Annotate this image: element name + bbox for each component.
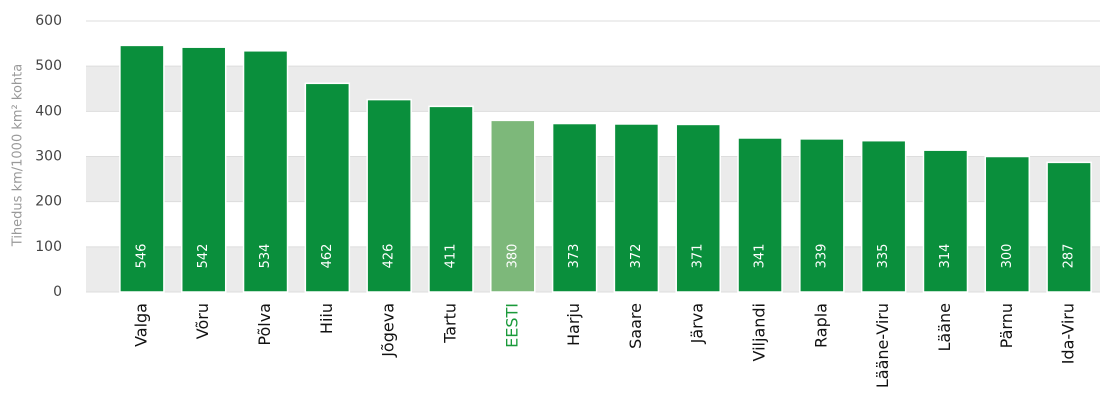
value-label: 372	[629, 244, 644, 269]
value-label: 371	[691, 244, 706, 269]
y-axis-label: Tihedus km/1000 km² kohta	[11, 64, 26, 247]
x-tick-label: Pärnu	[997, 303, 1016, 348]
x-tick-label: Valga	[131, 303, 150, 347]
bar	[242, 50, 289, 293]
grid-band	[86, 66, 1100, 112]
value-label: 534	[258, 244, 273, 269]
x-tick-label: Tartu	[440, 303, 459, 344]
x-tick-label: Järva	[688, 303, 707, 344]
bar	[613, 123, 660, 293]
value-label: 380	[505, 244, 520, 269]
value-label: 287	[1062, 244, 1077, 269]
value-label: 373	[567, 244, 582, 269]
y-tick-label: 300	[35, 149, 62, 165]
value-label: 335	[876, 244, 891, 269]
value-label: 426	[382, 244, 397, 269]
bar	[490, 119, 536, 293]
x-tick-label: Jõgeva	[379, 303, 398, 358]
bar	[860, 139, 907, 293]
x-tick-label: Viljandi	[750, 303, 769, 361]
x-tick-label: Saare	[626, 303, 645, 349]
bar	[922, 149, 969, 293]
bar	[119, 44, 165, 293]
x-tick-label: Võru	[193, 303, 212, 339]
x-tick-label: Hiiu	[317, 303, 336, 334]
value-label: 341	[753, 244, 768, 269]
bar	[799, 138, 845, 293]
y-tick-label: 100	[35, 239, 62, 255]
y-tick-label: 500	[35, 58, 62, 74]
value-label: 546	[134, 244, 149, 269]
value-label: 314	[938, 244, 953, 269]
y-tick-label: 200	[35, 194, 62, 210]
bar	[180, 46, 227, 293]
bar	[737, 137, 783, 293]
value-label: 462	[320, 244, 335, 269]
x-tick-label: Põlva	[255, 303, 274, 346]
value-label: 411	[443, 244, 458, 269]
x-tick-label: Lääne-Viru	[873, 303, 892, 388]
bar	[984, 155, 1031, 293]
bar	[551, 122, 598, 293]
bar	[1046, 161, 1092, 293]
y-tick-label: 0	[53, 284, 62, 300]
x-tick-label: EESTI	[502, 303, 521, 348]
value-label: 300	[1000, 244, 1015, 269]
bar	[304, 82, 351, 293]
x-tick-label: Ida-Viru	[1059, 303, 1078, 364]
x-tick-label: Lääne	[935, 303, 954, 352]
bar	[366, 98, 412, 293]
value-label: 339	[814, 244, 829, 269]
x-tick-label: Harju	[564, 303, 583, 346]
value-label: 542	[196, 244, 211, 269]
bar	[675, 123, 721, 293]
y-tick-label: 600	[35, 13, 62, 29]
y-tick-label: 400	[35, 103, 62, 119]
x-tick-label: Rapla	[811, 303, 830, 348]
bar	[428, 105, 474, 293]
